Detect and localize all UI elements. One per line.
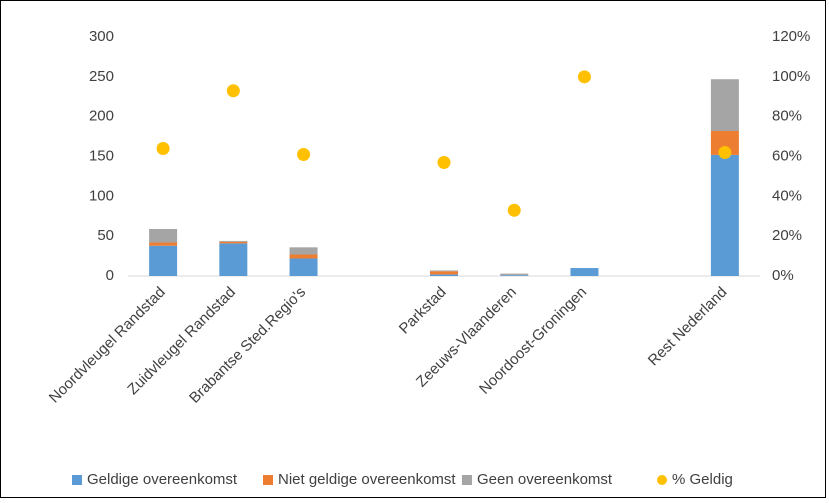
legend-marker <box>263 475 273 485</box>
legend-marker <box>72 475 82 485</box>
point <box>297 148 311 162</box>
legend-marker <box>462 475 472 485</box>
point <box>156 142 170 156</box>
y2-tick-label: 20% <box>772 227 802 244</box>
bar-segment <box>219 240 248 242</box>
bar-segment <box>219 241 248 244</box>
y2-tick-label: 80% <box>772 108 802 125</box>
y2-tick-label: 40% <box>772 187 802 204</box>
bar-segment <box>149 242 178 246</box>
y-tick-label: 200 <box>89 108 114 125</box>
y-tick-label: 150 <box>89 147 114 164</box>
bar-segment <box>430 274 458 276</box>
point <box>718 146 732 160</box>
point <box>437 155 451 169</box>
y2-tick-label: 100% <box>772 68 810 85</box>
bar-segment <box>500 273 529 276</box>
bar-segment <box>289 254 318 259</box>
bar-segment <box>289 258 318 276</box>
y-tick-label: 50 <box>97 227 114 244</box>
y2-tick-label: 0% <box>772 267 794 284</box>
legend-label: Niet geldige overeenkomst <box>278 471 456 488</box>
legend-label: Geldige overeenkomst <box>87 471 238 488</box>
bar-segment <box>149 245 178 276</box>
y-tick-label: 0 <box>106 267 114 284</box>
point <box>577 70 591 84</box>
legend-label: % Geldig <box>672 471 733 488</box>
y2-tick-label: 60% <box>772 147 802 164</box>
legend-marker <box>657 475 667 485</box>
bar-segment <box>500 275 529 276</box>
point <box>507 203 521 217</box>
bar-segment <box>289 247 318 255</box>
y-tick-label: 300 <box>89 28 114 45</box>
bar-segment <box>710 154 739 276</box>
bar-segment <box>570 268 599 276</box>
y-tick-label: 250 <box>89 68 114 85</box>
bar-segment <box>149 228 178 243</box>
bar-segment <box>430 270 458 272</box>
bar-segment <box>710 79 739 132</box>
bar-segment <box>430 271 458 275</box>
point <box>226 84 240 98</box>
bar-segment <box>710 131 739 155</box>
legend-label: Geen overeenkomst <box>477 471 613 488</box>
y-tick-label: 100 <box>89 187 114 204</box>
y2-tick-label: 120% <box>772 28 810 45</box>
bar-segment <box>219 243 248 276</box>
